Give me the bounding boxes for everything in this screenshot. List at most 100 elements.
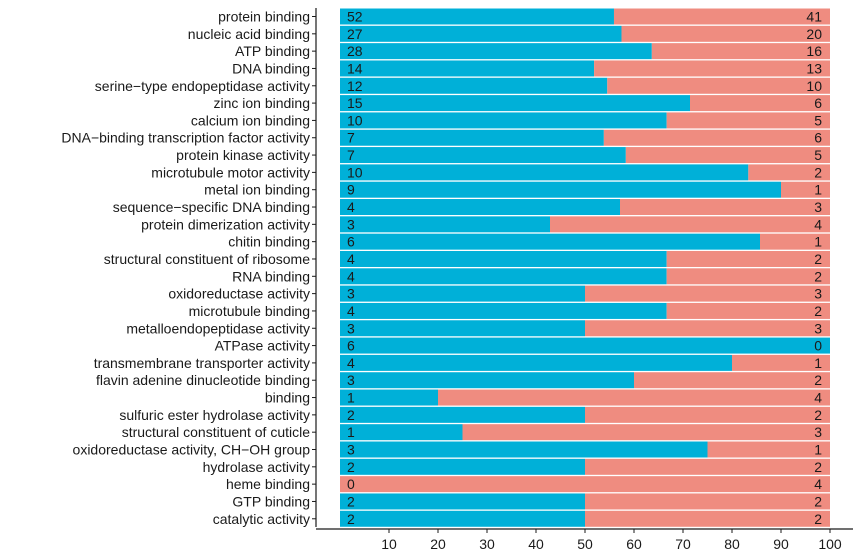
x-tick-label: 10	[381, 536, 397, 552]
bar-series2-7	[603, 129, 830, 146]
value-label-series2: 2	[814, 251, 822, 267]
bar-series1-9	[340, 164, 749, 181]
value-label-series2: 3	[814, 286, 822, 302]
bar-series1-22	[340, 389, 438, 406]
axes-group: 10 20 30 40 50 60 70 80 90 100	[312, 8, 853, 552]
value-label-series2: 2	[814, 164, 822, 180]
bar-series2-5	[690, 95, 830, 112]
value-label-series2: 1	[814, 355, 822, 371]
x-tick-label: 100	[818, 536, 842, 552]
bar-series2-0	[613, 8, 830, 25]
value-label-series1: 28	[347, 43, 363, 59]
bar-series1-18	[340, 320, 585, 337]
category-label: microtubule binding	[189, 303, 310, 319]
category-label: oxidoreductase activity, CH−OH group	[73, 442, 311, 458]
category-label: ATP binding	[235, 43, 310, 59]
value-label-series2: 2	[814, 407, 822, 423]
bar-series2-1	[621, 25, 830, 42]
value-label-series1: 6	[347, 338, 355, 354]
bar-series1-23	[340, 406, 585, 423]
value-label-series1: 9	[347, 182, 355, 198]
bar-series1-28	[340, 493, 585, 510]
category-label: binding	[265, 390, 310, 406]
category-label: zinc ion binding	[213, 95, 310, 111]
x-tick-label: 40	[528, 536, 544, 552]
bar-series1-6	[340, 112, 667, 129]
category-label: hydrolase activity	[203, 459, 310, 475]
bar-series1-16	[340, 285, 585, 302]
category-label: metal ion binding	[204, 182, 310, 198]
bar-series1-5	[340, 95, 690, 112]
value-label-series1: 4	[347, 355, 355, 371]
value-label-series2: 2	[814, 459, 822, 475]
bar-series2-17	[666, 302, 830, 319]
bar-series2-26	[585, 458, 830, 475]
bar-series1-17	[340, 302, 667, 319]
bar-series2-18	[585, 320, 830, 337]
category-label: chitin binding	[228, 234, 310, 250]
value-label-series2: 4	[814, 390, 822, 406]
value-label-series2: 3	[814, 320, 822, 336]
bar-series2-9	[748, 164, 830, 181]
category-label: transmembrane transporter activity	[94, 355, 310, 371]
bar-series1-7	[340, 129, 604, 146]
value-label-series1: 10	[347, 112, 363, 128]
bar-series2-3	[594, 60, 830, 77]
value-label-series1: 2	[347, 493, 355, 509]
bar-series2-10	[781, 181, 830, 198]
bar-series2-13	[760, 233, 830, 250]
bar-series2-2	[651, 43, 830, 60]
category-label: protein binding	[218, 9, 310, 25]
bar-series1-24	[340, 424, 463, 441]
bar-series2-29	[585, 510, 830, 527]
x-tick-label: 30	[479, 536, 495, 552]
category-label: calcium ion binding	[191, 112, 310, 128]
bar-series1-2	[340, 43, 652, 60]
x-tick-label: 20	[430, 536, 446, 552]
x-tick-label: 60	[626, 536, 642, 552]
bar-series1-15	[340, 268, 667, 285]
value-label-series1: 0	[347, 476, 355, 492]
category-label: structural constituent of cuticle	[122, 424, 311, 440]
bar-series1-0	[340, 8, 614, 25]
bar-series1-1	[340, 25, 622, 42]
value-label-series1: 3	[347, 372, 355, 388]
value-label-series1: 1	[347, 390, 355, 406]
value-label-series1: 14	[347, 60, 363, 76]
category-label: nucleic acid binding	[188, 26, 310, 42]
value-label-series1: 12	[347, 78, 363, 94]
bar-series1-29	[340, 510, 585, 527]
bar-series2-21	[634, 372, 830, 389]
category-label: DNA−binding transcription factor activit…	[61, 130, 310, 146]
x-tick-label: 90	[773, 536, 789, 552]
value-label-series2: 1	[814, 234, 822, 250]
category-label: protein dimerization activity	[141, 216, 310, 232]
bar-series2-24	[462, 424, 830, 441]
bar-series2-15	[666, 268, 830, 285]
value-label-series1: 7	[347, 147, 355, 163]
value-label-series2: 2	[814, 372, 822, 388]
value-label-series1: 1	[347, 424, 355, 440]
bar-series1-13	[340, 233, 760, 250]
category-label: DNA binding	[232, 60, 310, 76]
value-label-series2: 2	[814, 268, 822, 284]
x-tick-label: 50	[577, 536, 593, 552]
value-label-series1: 3	[347, 442, 355, 458]
value-label-series2: 3	[814, 424, 822, 440]
value-label-series2: 10	[806, 78, 822, 94]
value-label-series2: 4	[814, 476, 822, 492]
value-label-series2: 2	[814, 511, 822, 527]
value-label-series2: 2	[814, 493, 822, 509]
value-label-series1: 4	[347, 251, 355, 267]
bar-series1-19	[340, 337, 830, 354]
bar-series2-11	[620, 199, 830, 216]
bar-series2-8	[625, 147, 830, 164]
bar-series2-14	[666, 250, 830, 267]
value-label-series1: 3	[347, 320, 355, 336]
x-tick-label: 70	[675, 536, 691, 552]
category-label: sulfuric ester hydrolase activity	[119, 407, 310, 423]
category-label: serine−type endopeptidase activity	[95, 78, 310, 94]
bars-group	[340, 8, 830, 527]
